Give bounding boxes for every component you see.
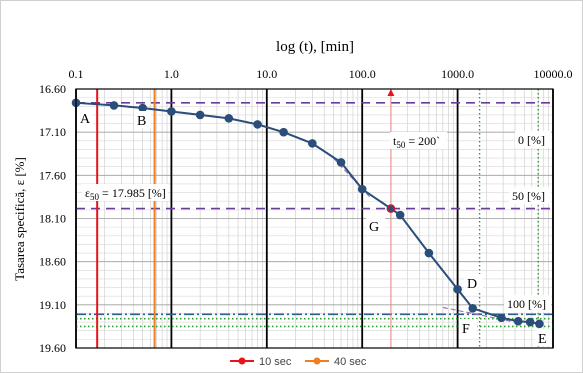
data-point	[308, 139, 317, 148]
chart-title: log (t), [min]	[276, 39, 354, 55]
data-point	[497, 313, 506, 323]
data-point	[453, 284, 462, 294]
point-label-d: D	[467, 277, 477, 292]
legend-10sec-label: 10 sec	[259, 356, 292, 368]
p0-label: 0 [%]	[518, 133, 545, 147]
point-label-a: A	[80, 112, 91, 127]
label-e-bg	[535, 329, 552, 346]
data-point	[424, 248, 434, 258]
data-series	[71, 98, 544, 329]
x-tick-label: 10.0	[256, 67, 277, 81]
tangent-1	[442, 306, 516, 323]
label-g-bg	[366, 216, 385, 234]
e50-label: ε50 = 17.985 [%]	[85, 186, 166, 202]
annotations: A B D E F G t50 = 200` ε50 = 17.985 [%] …	[77, 109, 552, 347]
data-point	[167, 107, 176, 116]
p50-box	[509, 187, 551, 204]
x-tick-label: 100.0	[349, 67, 376, 81]
x-tick-label: 1000.0	[441, 67, 474, 81]
x-tick-label: 0.1	[69, 67, 84, 81]
legend: 10 sec 40 sec	[230, 356, 367, 368]
label-f-bg	[459, 319, 477, 337]
series-line	[75, 101, 540, 325]
x-tick-labels: 0.1 1.0 10.0 100.0 1000.0 10000.0	[69, 67, 573, 81]
legend-10sec-marker	[238, 357, 246, 365]
x-tick-label: 10000.0	[534, 67, 573, 81]
legend-40sec-marker	[313, 357, 321, 365]
g-point-marker	[386, 204, 396, 213]
data-point	[357, 184, 367, 194]
y-tick-label: 16.60	[39, 82, 66, 96]
y-tick-label: 18.10	[39, 212, 66, 226]
e50-box	[82, 184, 168, 201]
t50-arrow	[387, 89, 395, 96]
t50-label: t50 = 200`	[393, 134, 440, 150]
p100-box	[504, 295, 551, 312]
data-point	[138, 103, 147, 113]
y-tick-label: 19.10	[39, 298, 66, 312]
point-label-e: E	[538, 332, 547, 347]
point-label-f: F	[462, 322, 470, 337]
data-point	[336, 158, 346, 167]
data-point	[395, 210, 405, 220]
label-a-bg	[77, 109, 93, 126]
data-point	[109, 101, 119, 110]
legend-40sec-label: 40 sec	[334, 356, 367, 368]
p50-label: 50 [%]	[512, 189, 545, 203]
data-point	[535, 319, 544, 329]
y-tick-label: 19.60	[39, 341, 66, 355]
p100-label: 100 [%]	[507, 297, 546, 311]
p0-box	[515, 131, 551, 148]
data-point	[253, 120, 262, 129]
data-point	[525, 317, 535, 327]
y-tick-label: 17.10	[39, 125, 66, 139]
data-point	[195, 110, 205, 120]
point-label-g: G	[369, 220, 379, 235]
data-point	[279, 127, 288, 137]
x-tick-label: 1.0	[164, 67, 179, 81]
y-tick-labels: 16.60 17.10 17.60 18.10 18.60 19.10 19.60	[39, 82, 66, 355]
data-point	[513, 316, 523, 326]
t50-box	[390, 132, 447, 149]
point-label-b: B	[137, 114, 146, 129]
label-b-bg	[134, 111, 151, 128]
plot-area-border	[75, 88, 554, 349]
y-axis-label: Tasarea specifică, ε [%]	[12, 157, 27, 281]
y-tick-label: 17.60	[39, 168, 66, 182]
label-d-bg	[464, 274, 483, 292]
data-point	[224, 114, 234, 123]
data-point	[468, 303, 478, 313]
y-tick-label: 18.60	[39, 255, 66, 269]
